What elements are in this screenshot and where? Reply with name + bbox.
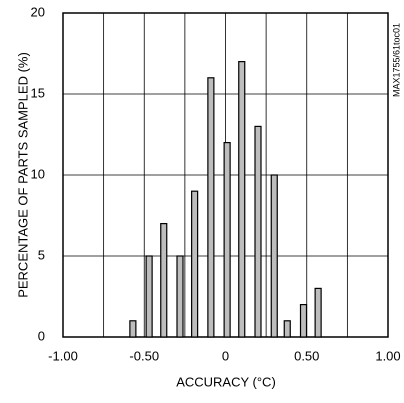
bar (176, 255, 184, 338)
bar (283, 320, 291, 338)
bar (254, 125, 262, 338)
y-tick-label: 20 (31, 4, 45, 19)
x-tick-label: 0 (222, 348, 229, 363)
y-tick-label: 15 (31, 85, 45, 100)
x-tick-label: 1.00 (375, 348, 400, 363)
y-axis-label: PERCENTAGE OF PARTS SAMPLED (%) (15, 52, 30, 298)
x-tick-label: -0.50 (129, 348, 159, 363)
figure-id: MAX1755/61toc01 (391, 23, 401, 97)
bar (270, 174, 278, 338)
y-tick-label: 10 (31, 166, 45, 181)
y-tick-label: 5 (38, 247, 45, 262)
bar (314, 287, 322, 338)
bar (223, 142, 231, 338)
bar (191, 190, 199, 338)
x-tick-label: 0.50 (294, 348, 319, 363)
y-tick-label: 0 (38, 328, 45, 343)
bar (160, 223, 168, 338)
x-tick-label: -1.00 (48, 348, 78, 363)
x-axis-label: ACCURACY (°C) (176, 374, 276, 389)
bar (238, 60, 246, 338)
bar (129, 320, 137, 338)
bar (299, 304, 308, 338)
bar (207, 77, 215, 338)
bar (145, 255, 153, 338)
